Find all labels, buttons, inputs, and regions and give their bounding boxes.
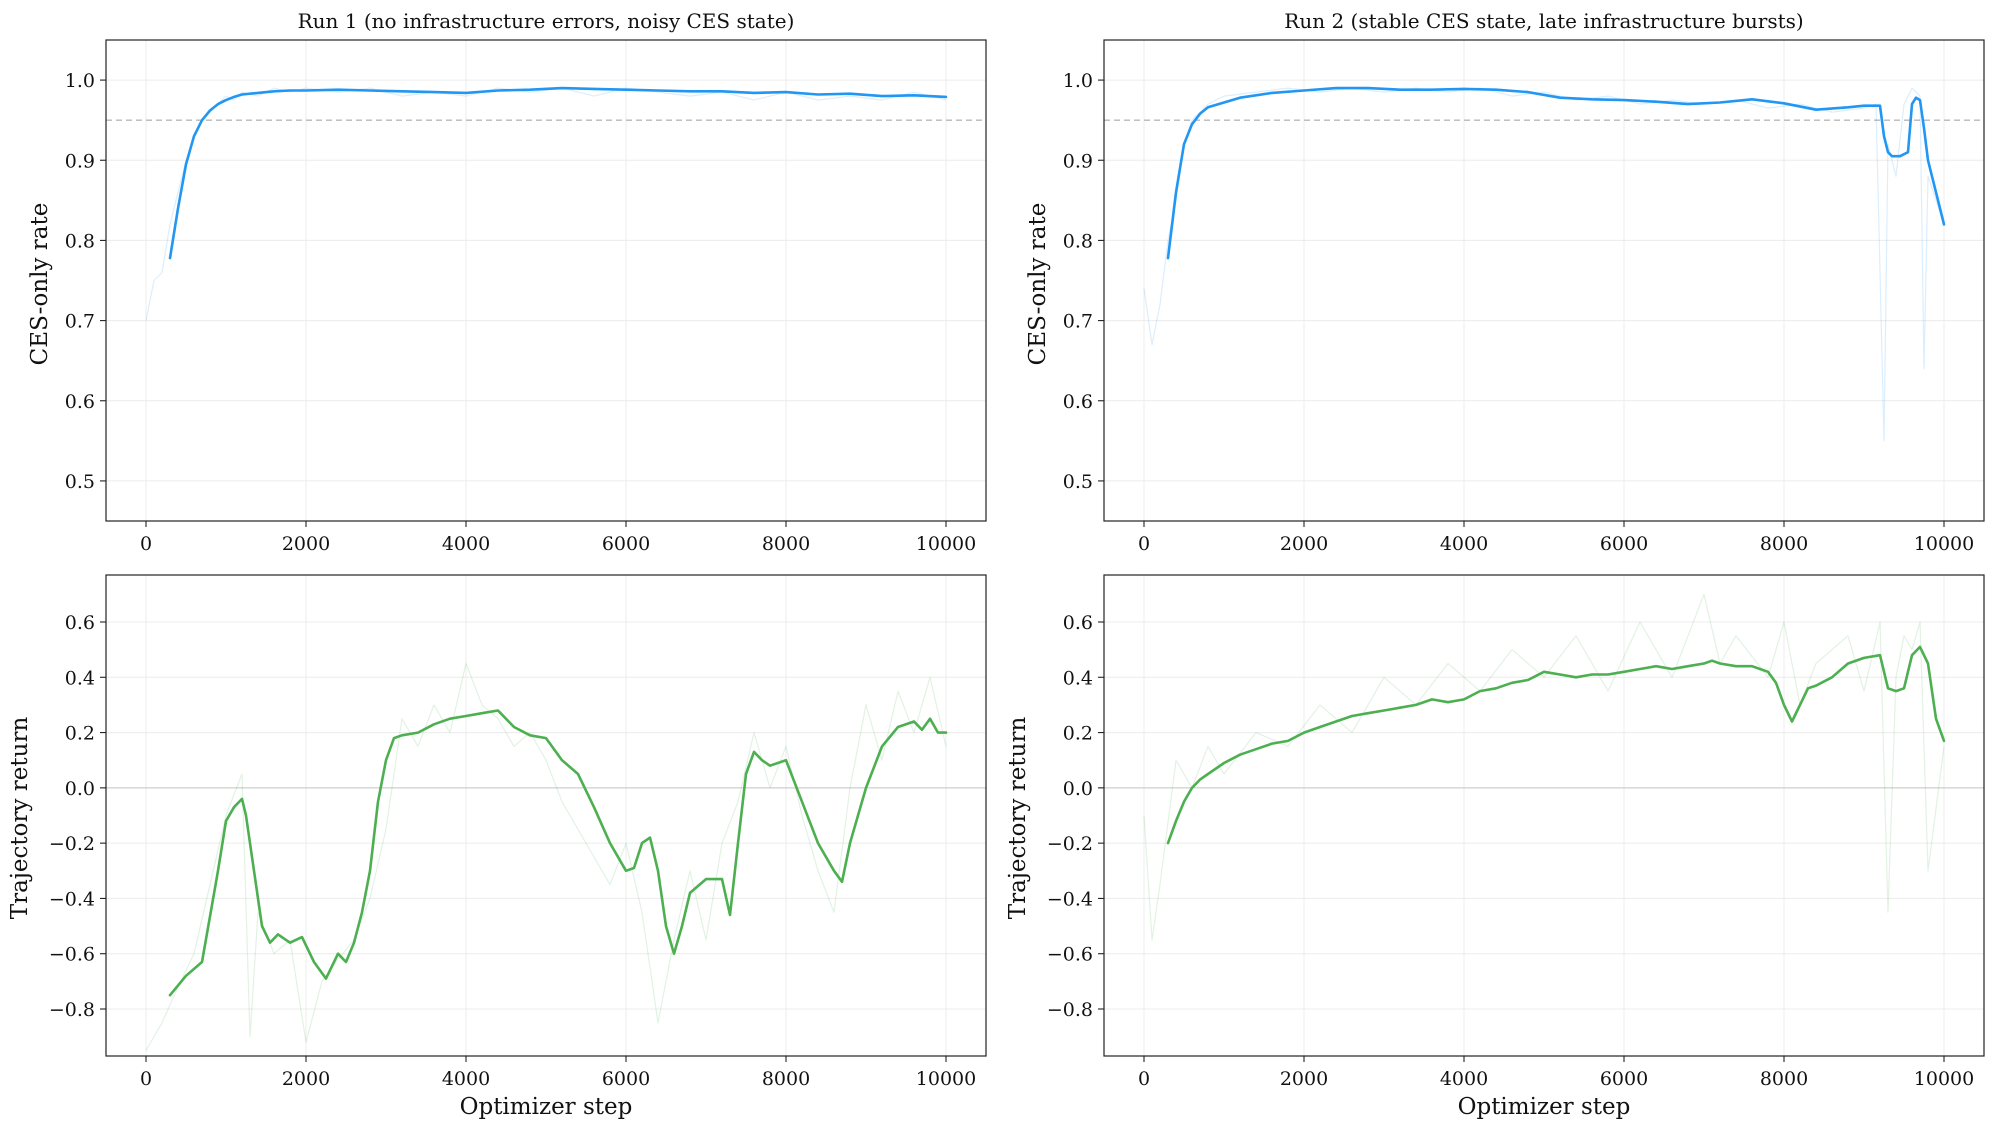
x-tick-label: 10000 [1914,1068,1974,1090]
y-tick-label: 0.5 [65,471,95,493]
smoothed-series-line [1166,645,1946,845]
x-axis-title: Optimizer step [460,1094,633,1120]
grid [106,575,986,1056]
y-tick-label: 0.8 [1063,230,1093,252]
panel-run2-trajectory-return: Optimizer step Trajectory return 0 2000 40… [1005,574,1985,1120]
x-tick-label: 10000 [916,1068,976,1090]
y-tick-label: 0.4 [1063,667,1093,689]
y-tick-label: −0.4 [49,888,95,910]
y-tick-label: −0.4 [1047,888,1093,910]
y-tick-label: 0.6 [1063,612,1093,634]
y-tick-label: 0.0 [65,778,95,800]
panel-run2-ces-rate: Run 2 (stable CES state, late infrastruc… [1025,9,1985,555]
grid [1104,575,1984,1056]
y-tick-label: 0.7 [1063,311,1093,333]
y-tick-label: 0.6 [65,612,95,634]
x-tick-label: 4000 [442,533,490,555]
raw-series-line [1143,593,1945,941]
x-tick-label: 0 [1138,1068,1150,1090]
y-tick-label: 0.6 [65,391,95,413]
plot-frame [1103,39,1985,522]
x-tick-label: 4000 [1440,1068,1488,1090]
y-tick-label: −0.2 [49,833,95,855]
y-tick-label: 0.4 [65,667,95,689]
x-tick-label: 6000 [1600,1068,1648,1090]
x-tick-label: 10000 [1914,533,1974,555]
x-tick-label: 8000 [762,533,810,555]
y-tick-label: 0.9 [1063,150,1093,172]
x-tick-label: 8000 [1760,1068,1808,1090]
grid [106,40,986,521]
x-tick-label: 8000 [1760,533,1808,555]
y-tick-label: 0.9 [65,150,95,172]
x-tick-label: 2000 [282,1068,330,1090]
y-tick-label: 0.2 [65,723,95,745]
y-tick-label: 1.0 [65,70,95,92]
y-tick-label: −0.2 [1047,833,1093,855]
y-axis-title: Trajectory return [7,717,33,920]
x-tick-label: 10000 [916,533,976,555]
panel-title: Run 1 (no infrastructure errors, noisy C… [298,9,795,33]
y-axis-title: CES-only rate [1025,203,1051,366]
plot-frame [105,39,987,522]
panel-run1-ces-rate: Run 1 (no infrastructure errors, noisy C… [27,9,987,555]
x-axis-title: Optimizer step [1458,1094,1631,1120]
y-tick-label: 0.2 [1063,723,1093,745]
grid [1104,40,1984,521]
y-axis-title: Trajectory return [1005,717,1031,920]
y-tick-label: −0.6 [49,944,95,966]
y-tick-label: −0.6 [1047,944,1093,966]
x-tick-label: 6000 [602,533,650,555]
x-tick-label: 4000 [442,1068,490,1090]
x-tick-label: 6000 [602,1068,650,1090]
y-tick-label: −0.8 [49,999,95,1021]
y-tick-label: 0.6 [1063,391,1093,413]
y-tick-label: 0.8 [65,230,95,252]
x-tick-label: 2000 [1280,1068,1328,1090]
raw-series-line [1143,87,1945,442]
x-tick-label: 0 [1138,533,1150,555]
x-tick-label: 0 [140,533,152,555]
x-tick-label: 0 [140,1068,152,1090]
smoothed-series-line [168,709,948,997]
x-tick-label: 8000 [762,1068,810,1090]
y-tick-label: 1.0 [1063,70,1093,92]
y-tick-label: 0.5 [1063,471,1093,493]
panel-run1-trajectory-return: Optimizer step Trajectory return 0 2000 40… [7,574,987,1120]
smoothed-series-line [1166,86,1946,260]
smoothed-series-line [168,86,948,260]
y-tick-label: −0.8 [1047,999,1093,1021]
x-tick-label: 2000 [282,533,330,555]
panel-title: Run 2 (stable CES state, late infrastruc… [1284,9,1803,33]
y-axis-title: CES-only rate [27,203,53,366]
y-tick-label: 0.0 [1063,778,1093,800]
plot-frame [1103,574,1985,1057]
x-tick-label: 4000 [1440,533,1488,555]
raw-series-line [145,87,947,321]
y-tick-label: 0.7 [65,311,95,333]
plot-frame [105,574,987,1057]
x-tick-label: 6000 [1600,533,1648,555]
x-tick-label: 2000 [1280,533,1328,555]
